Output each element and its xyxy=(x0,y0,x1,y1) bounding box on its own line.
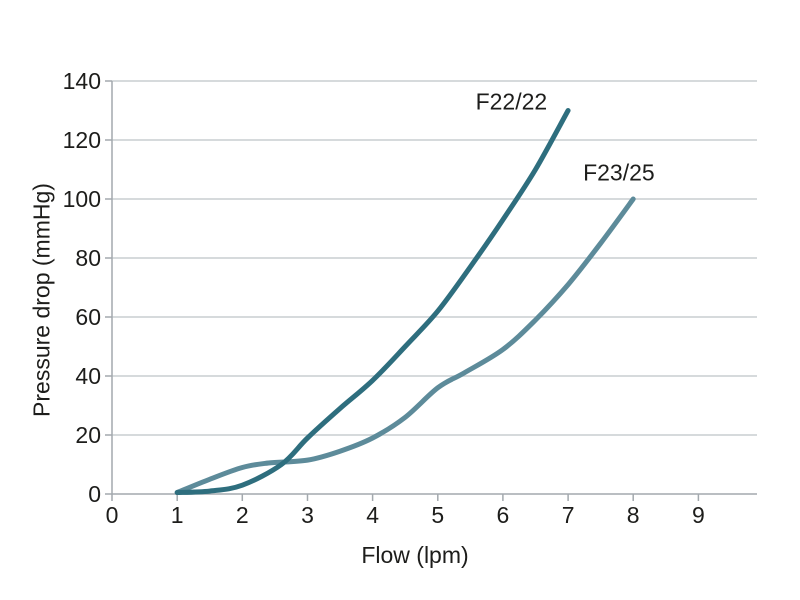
x-axis-title: Flow (lpm) xyxy=(361,542,469,568)
x-tick-label-7: 7 xyxy=(562,502,575,528)
plot-layer: 0 1 2 3 4 5 6 7 8 9 0 20 40 60 80 100 120 140 xyxy=(63,68,757,528)
x-tick-label-2: 2 xyxy=(236,502,249,528)
x-tick-label-4: 4 xyxy=(366,502,379,528)
y-tick-label-60: 60 xyxy=(75,304,101,330)
x-tick-label-5: 5 xyxy=(431,502,444,528)
series-curve-f23-25 xyxy=(174,196,636,495)
y-tick-label-100: 100 xyxy=(63,186,101,212)
x-tick-label-9: 9 xyxy=(692,502,705,528)
y-tick-label-40: 40 xyxy=(75,363,101,389)
y-axis-title: Pressure drop (mmHg) xyxy=(28,183,55,417)
y-tick-label-0: 0 xyxy=(88,481,101,507)
x-tick-label-6: 6 xyxy=(497,502,510,528)
x-tick-label-8: 8 xyxy=(627,502,640,528)
y-tick-label-20: 20 xyxy=(75,422,101,448)
x-tick-label-3: 3 xyxy=(301,502,314,528)
x-tick-label-0: 0 xyxy=(106,502,119,528)
y-tick-label-80: 80 xyxy=(75,245,101,271)
series-label-f23-25: F23/25 xyxy=(583,160,655,186)
series-curve-f22-22 xyxy=(174,108,571,495)
series-label-f22-22: F22/22 xyxy=(476,89,548,115)
y-tick-label-120: 120 xyxy=(63,127,101,153)
x-tick-label-1: 1 xyxy=(171,502,184,528)
y-tick-label-140: 140 xyxy=(63,68,101,94)
